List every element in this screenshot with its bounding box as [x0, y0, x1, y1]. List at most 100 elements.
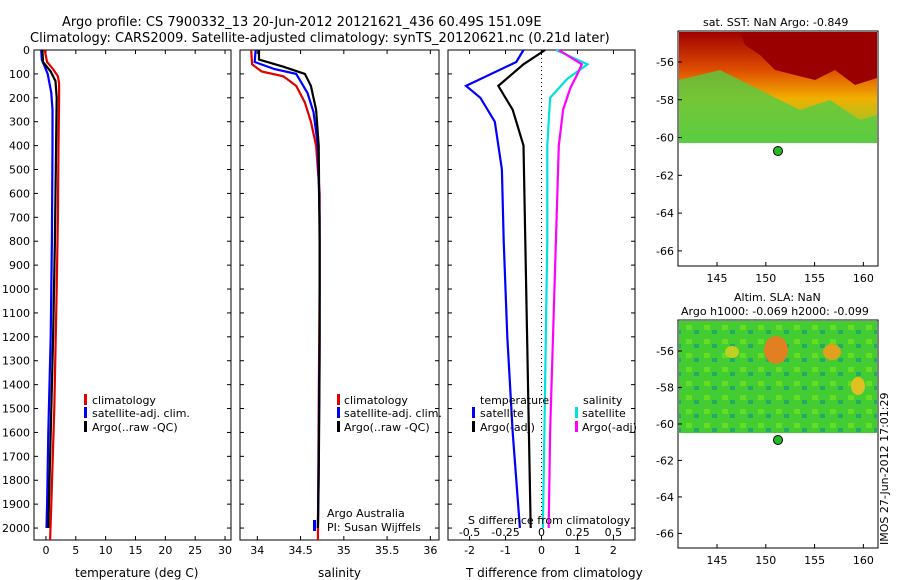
legend-title-temperature: temperature	[480, 394, 549, 407]
legend-swatch-s-satellite	[575, 407, 578, 418]
legend-swatch-argo	[337, 421, 340, 432]
temperature-xlabel: temperature (deg C)	[75, 566, 198, 580]
x-tick-label: 0	[42, 544, 49, 557]
salinity-xlabel: salinity	[318, 566, 361, 580]
title-line-1: Argo profile: CS 7900332_13 20-Jun-2012 …	[62, 15, 542, 30]
map-y-tick-label: -62	[656, 454, 674, 467]
difference-top-xlabel: S difference from climatology	[468, 514, 631, 527]
map-y-tick-label: -58	[656, 381, 674, 394]
imos-timestamp: IMOS 27-Jun-2012 17:01:29	[878, 392, 891, 545]
x-tick-label: -1	[500, 544, 511, 557]
sst-map-title: sat. SST: NaN Argo: -0.849	[703, 16, 848, 29]
legend-swatch-satellite	[84, 407, 87, 418]
x-tick-label: 34	[250, 544, 264, 557]
map-y-tick-label: -64	[656, 207, 674, 220]
sla-high-patch-4	[725, 346, 739, 358]
x-tick-label: 5	[72, 544, 79, 557]
map-x-tick-label: 155	[804, 272, 825, 285]
legend-label-s-argo: Argo(-adj)	[582, 421, 637, 434]
map-x-tick-label: 145	[707, 554, 728, 567]
y-tick-label: 200	[9, 92, 30, 105]
y-tick-label: 100	[9, 68, 30, 81]
y-tick-label: 800	[9, 235, 30, 248]
y-tick-label: 600	[9, 187, 30, 200]
x-tick-label: 25	[188, 544, 202, 557]
legend-swatch-argo	[84, 421, 87, 432]
series-line-argo-raw-qc-	[41, 49, 58, 529]
x-tick-label: 34.5	[288, 544, 313, 557]
temperature-plot: 0 5 10 15 20 25 300100200300400500600700800900…	[2, 44, 232, 557]
map-x-tick-label: 145	[707, 272, 728, 285]
x-tick-label: 36	[423, 544, 437, 557]
legend-label-s-satellite: satellite	[582, 407, 626, 420]
legend-label-climatology: climatology	[92, 394, 156, 407]
map-y-tick-label: -64	[656, 491, 674, 504]
sst-cool-patch	[679, 70, 877, 143]
y-tick-label: 400	[9, 140, 30, 153]
top-tick-label: 0.5	[605, 526, 623, 539]
series-line-t-satellite	[463, 49, 525, 529]
map-x-tick-label: 155	[804, 554, 825, 567]
temperature-legend: climatology satellite-adj. clim. Argo(..…	[84, 394, 190, 434]
top-tick-label: 0.25	[565, 526, 590, 539]
y-tick-label: 0	[23, 44, 30, 57]
salinity-legend: climatology satellite-adj. clim. Argo(..…	[337, 394, 442, 434]
map-y-tick-label: -56	[656, 345, 674, 358]
top-tick-label: -0.25	[491, 526, 519, 539]
y-tick-label: 1200	[2, 331, 30, 344]
y-tick-label: 300	[9, 116, 30, 129]
map-x-tick-label: 150	[755, 554, 776, 567]
sla-argo-marker	[773, 435, 783, 445]
legend-swatch-climatology	[84, 394, 87, 405]
series-line-argo-raw-qc-	[257, 50, 321, 529]
y-tick-label: 1400	[2, 379, 30, 392]
y-tick-label: 2000	[2, 522, 30, 535]
x-tick-label: 30	[218, 544, 232, 557]
map-x-tick-label: 150	[755, 272, 776, 285]
difference-legend: temperature salinity satellite Argo(-adj…	[472, 394, 637, 434]
sla-map-subtitle: Argo h1000: -0.069 h2000: -0.099	[681, 305, 869, 318]
map-x-tick-label: 160	[853, 554, 874, 567]
legend-label-satellite: satellite-adj. clim.	[92, 407, 190, 420]
y-tick-label: 1000	[2, 283, 30, 296]
legend-swatch-climatology	[337, 394, 340, 405]
legend-swatch-satellite	[337, 407, 340, 418]
y-tick-label: 1900	[2, 498, 30, 511]
difference-plot: -2 -1 0 1 2 -0.5 -0.25 0 0.25 0.5	[448, 48, 635, 557]
top-tick-label: -0.5	[459, 526, 480, 539]
map-x-tick-label: 160	[853, 272, 874, 285]
series-line-s-argo-adj-	[547, 49, 584, 529]
legend-swatch-s-argo	[575, 421, 578, 432]
legend-label-t-argo: Argo(-adj)	[480, 421, 535, 434]
y-tick-label: 1800	[2, 474, 30, 487]
x-tick-label: 10	[99, 544, 113, 557]
series-line-satellite-adj-clim-	[40, 49, 54, 529]
series-line-climatology	[43, 49, 61, 541]
temperature-panel	[33, 49, 232, 541]
sla-high-patch-2	[823, 344, 841, 360]
sst-warm-patch	[740, 32, 877, 85]
y-tick-label: 1600	[2, 426, 30, 439]
series-line-t-argo-adj-	[496, 49, 546, 529]
sla-high-patch-1	[764, 336, 788, 364]
sla-map-title: Altim. SLA: NaN	[734, 291, 821, 304]
legend-swatch-t-satellite	[472, 407, 475, 418]
x-tick-label: 0	[538, 544, 545, 557]
sst-map-ticks: 145 150 155 160 -56 -58 -60 -62 -64 -66	[656, 56, 874, 285]
top-tick-label: 0	[538, 526, 545, 539]
x-tick-label: 35.5	[375, 544, 400, 557]
y-tick-label: 1500	[2, 403, 30, 416]
title-line-2: Climatology: CARS2009. Satellite-adjuste…	[30, 31, 610, 46]
y-tick-label: 500	[9, 164, 30, 177]
x-tick-label: 15	[128, 544, 142, 557]
legend-label-argo: Argo(..raw -QC)	[344, 421, 430, 434]
y-tick-label: 1300	[2, 355, 30, 368]
annotation-marker	[313, 520, 316, 531]
map-y-tick-label: -58	[656, 94, 674, 107]
x-tick-label: 20	[158, 544, 172, 557]
legend-label-t-satellite: satellite	[480, 407, 524, 420]
legend-swatch-t-argo	[472, 421, 475, 432]
y-tick-label: 700	[9, 211, 30, 224]
x-tick-label: 2	[610, 544, 617, 557]
map-y-tick-label: -66	[656, 245, 674, 258]
